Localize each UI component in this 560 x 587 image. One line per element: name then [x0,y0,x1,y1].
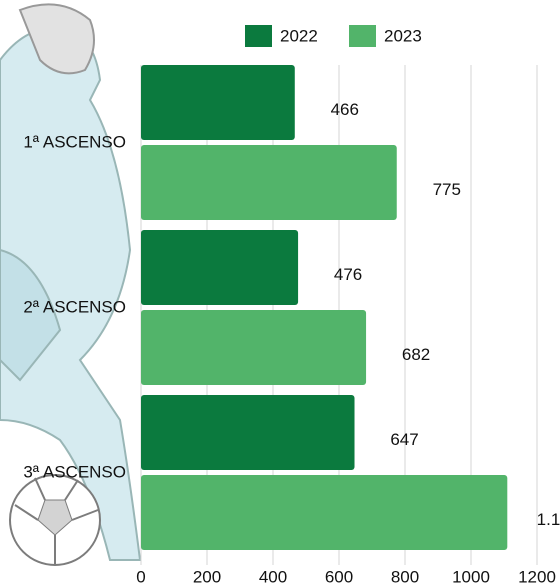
value-label: 1.110 [537,510,560,529]
footballer-illustration [0,3,142,566]
bar [141,475,508,550]
legend-label: 2023 [384,26,422,45]
bar [141,395,355,470]
x-tick-label: 0 [136,567,145,586]
bar [141,310,367,385]
x-tick-label: 600 [325,567,353,586]
x-tick-label: 200 [193,567,221,586]
category-label: 1ª ASCENSO [23,132,126,151]
value-label: 775 [433,180,461,199]
value-label: 476 [334,265,362,284]
value-label: 647 [390,430,418,449]
bar [141,230,299,305]
bar [141,145,397,220]
legend-swatch [349,25,376,47]
legend-swatch [245,25,272,47]
x-tick-label: 1200 [518,567,556,586]
plot: 0 200 400 600 800 1000 1200 1ª ASCENSO 466 775 2ª … [23,65,560,586]
legend: 2022 2023 [245,25,422,47]
value-label: 466 [331,100,359,119]
x-tick-label: 400 [259,567,287,586]
value-label: 682 [402,345,430,364]
category-label: 3ª ASCENSO [23,462,126,481]
x-tick-label: 1000 [452,567,490,586]
bar [141,65,295,140]
category-label: 2ª ASCENSO [23,297,126,316]
x-tick-label: 800 [391,567,419,586]
legend-label: 2022 [280,26,318,45]
